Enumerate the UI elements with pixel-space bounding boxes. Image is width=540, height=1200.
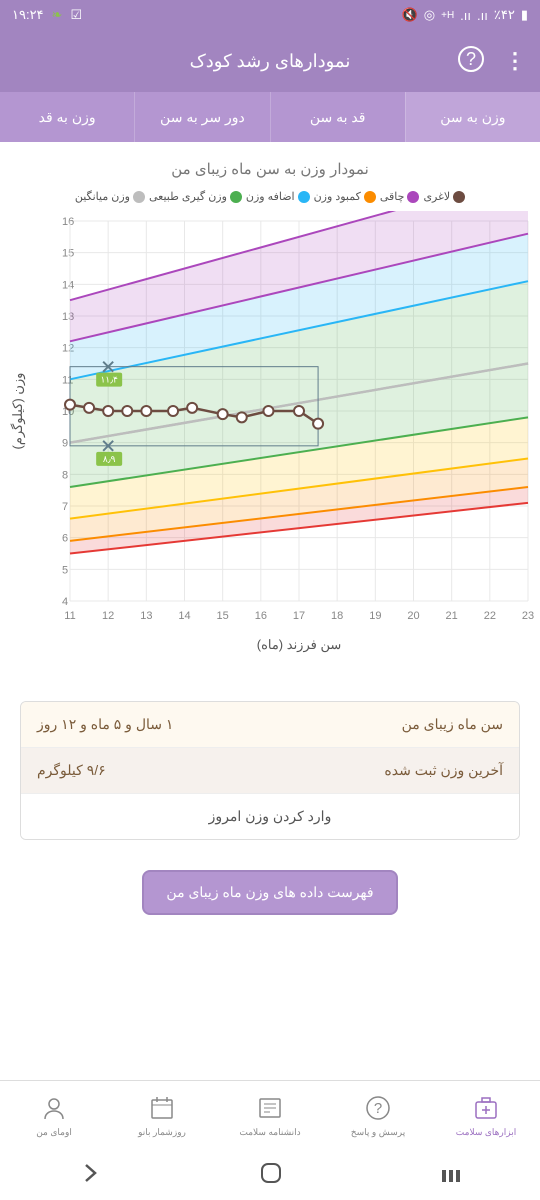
svg-text:14: 14: [178, 610, 190, 622]
age-value: ۱ سال و ۵ ماه و ۱۲ روز: [37, 716, 173, 733]
svg-text:16: 16: [255, 610, 267, 622]
svg-text:14: 14: [62, 279, 74, 291]
nav-label: دانشنامه سلامت: [239, 1127, 300, 1138]
svg-text:21: 21: [446, 610, 458, 622]
info-box: سن ماه زیبای من ۱ سال و ۵ ماه و ۱۲ روز آ…: [20, 701, 520, 840]
svg-text:15: 15: [217, 610, 229, 622]
legend-item: اضافه وزن: [246, 190, 310, 203]
chart-wrapper: 4567891011121314151611121314151617181920…: [0, 211, 540, 661]
svg-text:9: 9: [62, 438, 68, 450]
mute-icon: 🔇: [402, 7, 418, 23]
tab-0[interactable]: وزن به سن: [405, 92, 540, 142]
enter-weight-button[interactable]: وارد کردن وزن امروز: [21, 793, 519, 839]
weight-value: ۹/۶ کیلوگرم: [37, 762, 106, 779]
enter-weight-label: وارد کردن وزن امروز: [209, 808, 332, 825]
news-icon: [255, 1093, 285, 1123]
age-row: سن ماه زیبای من ۱ سال و ۵ ماه و ۱۲ روز: [21, 702, 519, 747]
chart-title: نمودار وزن به سن ماه زیبای من: [0, 160, 540, 178]
svg-text:وزن (کیلوگرم): وزن (کیلوگرم): [10, 373, 26, 450]
help-icon[interactable]: ?: [456, 44, 486, 79]
nav-item-3[interactable]: روزشمار بانو: [108, 1081, 216, 1150]
tabs-container: وزن به سنقد به سندور سر به سنوزن به قد: [0, 92, 540, 142]
check-icon: ☑: [70, 7, 82, 23]
svg-text:4: 4: [62, 596, 68, 608]
weight-row: آخرین وزن ثبت شده ۹/۶ کیلوگرم: [21, 747, 519, 793]
svg-text:12: 12: [102, 610, 114, 622]
svg-text:16: 16: [62, 216, 74, 228]
svg-text:20: 20: [407, 610, 419, 622]
signal-icon-2: ıı.: [460, 8, 471, 23]
svg-text:23: 23: [522, 610, 534, 622]
legend-item: وزن میانگین: [75, 190, 145, 203]
nav-label: پرسش و پاسخ: [351, 1127, 405, 1138]
legend-item: وزن گیری طبیعی: [149, 190, 242, 203]
svg-text:۸٫۹: ۸٫۹: [103, 454, 116, 464]
nav-label: اومای من: [36, 1127, 72, 1138]
nav-label: روزشمار بانو: [138, 1127, 186, 1138]
svg-text:?: ?: [374, 1100, 382, 1117]
signal-icon: ıı.: [477, 8, 488, 23]
legend-item: چاقی: [380, 190, 420, 203]
legend-item: لاغری: [423, 190, 465, 203]
nav-item-2[interactable]: دانشنامه سلامت: [216, 1081, 324, 1150]
chart-legend: لاغریچاقی کمبود وزن اضافه وزن وزن گیری طبیع…: [0, 190, 540, 203]
svg-text:22: 22: [484, 610, 496, 622]
back-button[interactable]: [77, 1160, 103, 1191]
svg-text:6: 6: [62, 533, 68, 545]
status-bar: ▮ ٪۴۲ ıı. ıı. H+ ◎ 🔇 ☑ ❧ ۱۹:۲۴: [0, 0, 540, 30]
recent-apps-button[interactable]: [439, 1161, 463, 1190]
tab-1[interactable]: قد به سن: [270, 92, 405, 142]
tab-2[interactable]: دور سر به سن: [134, 92, 269, 142]
app-header: ⋮ ? نمودارهای رشد کودک: [0, 30, 540, 92]
svg-text:8: 8: [62, 469, 68, 481]
hotspot-icon: ◎: [424, 7, 435, 23]
age-label: سن ماه زیبای من: [402, 716, 503, 733]
question-icon: ?: [363, 1093, 393, 1123]
bottom-nav: ابزارهای سلامت? پرسش و پاسخ دانشنامه سلامت…: [0, 1080, 540, 1150]
battery-icon: ▮: [521, 7, 528, 23]
svg-text:19: 19: [369, 610, 381, 622]
svg-text:سن فرزند (ماه): سن فرزند (ماه): [257, 637, 342, 653]
weight-label: آخرین وزن ثبت شده: [384, 762, 503, 779]
nav-item-4[interactable]: اومای من: [0, 1081, 108, 1150]
tab-3[interactable]: وزن به قد: [0, 92, 134, 142]
system-nav: [0, 1150, 540, 1200]
calendar-icon: [147, 1093, 177, 1123]
svg-text:18: 18: [331, 610, 343, 622]
nav-item-0[interactable]: ابزارهای سلامت: [432, 1081, 540, 1150]
battery-text: ٪۴۲: [494, 7, 515, 23]
svg-text:13: 13: [140, 610, 152, 622]
health-kit-icon: [471, 1093, 501, 1123]
svg-text:۱۱٫۴: ۱۱٫۴: [100, 375, 118, 385]
nav-label: ابزارهای سلامت: [456, 1127, 516, 1138]
growth-chart: 4567891011121314151611121314151617181920…: [0, 211, 540, 661]
svg-text:5: 5: [62, 564, 68, 576]
svg-text:7: 7: [62, 501, 68, 513]
hplus-icon: H+: [441, 10, 454, 21]
profile-icon: [39, 1093, 69, 1123]
more-icon[interactable]: ⋮: [504, 48, 526, 74]
svg-text:17: 17: [293, 610, 305, 622]
svg-text:?: ?: [466, 49, 476, 69]
nav-item-1[interactable]: ? پرسش و پاسخ: [324, 1081, 432, 1150]
svg-text:11: 11: [64, 610, 75, 622]
data-list-button[interactable]: فهرست داده های وزن ماه زیبای من: [142, 870, 397, 915]
svg-text:15: 15: [62, 248, 74, 260]
home-button[interactable]: [258, 1160, 284, 1191]
legend-item: کمبود وزن: [314, 190, 376, 203]
leaf-icon: ❧: [52, 7, 63, 23]
clock-text: ۱۹:۲۴: [12, 7, 44, 23]
